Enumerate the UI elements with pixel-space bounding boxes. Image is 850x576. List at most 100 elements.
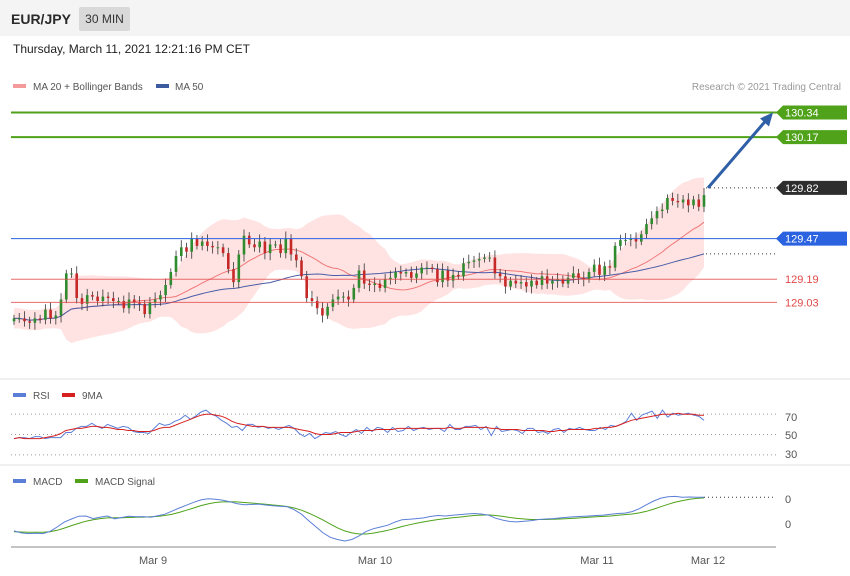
candle-body — [38, 318, 42, 320]
projection-arrowhead — [760, 112, 773, 127]
candle-body — [624, 240, 627, 242]
candle-body — [383, 279, 387, 288]
candle-body — [504, 276, 507, 287]
candle-body — [122, 301, 126, 309]
candle-body — [368, 283, 371, 285]
candle-body — [180, 247, 183, 256]
candle-body — [378, 283, 382, 288]
legend-swatch-ma20 — [13, 84, 26, 88]
resistance-level-label: 130.34 — [785, 107, 819, 119]
chart-header-bar: EUR/JPY 30 MIN — [0, 0, 850, 36]
x-tick-label: Mar 10 — [358, 555, 392, 567]
x-tick-label: Mar 11 — [580, 555, 613, 567]
candle-body — [12, 318, 16, 322]
x-tick-label: Mar 9 — [139, 555, 167, 567]
candle-body — [315, 301, 319, 309]
candle-body — [237, 254, 241, 283]
candle-body — [200, 241, 204, 246]
candle-body — [331, 299, 335, 307]
candle-body — [268, 244, 272, 254]
candle-body — [258, 241, 261, 248]
candle-body — [65, 273, 68, 300]
candle-body — [640, 234, 643, 242]
macd-y-tick: 0 — [785, 494, 791, 506]
resistance-level-tag — [776, 105, 847, 120]
symbol-label: EUR/JPY — [11, 11, 71, 27]
candle-body — [153, 299, 157, 303]
candle-body — [300, 260, 303, 277]
candle-body — [629, 238, 633, 240]
candle-body — [221, 247, 225, 254]
candle-body — [112, 298, 115, 301]
x-tick-label: Mar 12 — [691, 555, 725, 567]
candle-body — [613, 245, 617, 268]
legend-swatch-ma50 — [156, 84, 169, 88]
candle-body — [645, 224, 648, 235]
candle-body — [190, 238, 193, 252]
candle-body — [655, 211, 659, 219]
candle-body — [462, 263, 465, 277]
candle-body — [410, 272, 413, 278]
candle-body — [138, 302, 141, 304]
candle-body — [598, 264, 601, 275]
candle-body — [457, 274, 460, 277]
candle-body — [321, 308, 324, 316]
candle-body — [101, 296, 105, 301]
candle-body — [540, 276, 544, 285]
candle-body — [551, 280, 554, 284]
legend-swatch-macd — [13, 479, 26, 483]
rsi-y-tick: 30 — [785, 449, 797, 461]
candle-body — [132, 299, 136, 303]
candle-body — [650, 218, 653, 225]
candle-body — [85, 295, 89, 304]
projection-arrow-line — [706, 119, 768, 189]
candle-body — [284, 238, 288, 254]
candle-body — [430, 267, 434, 270]
candle-body — [519, 282, 523, 284]
candle-body — [566, 277, 570, 284]
candle-body — [279, 244, 282, 254]
macd-y-tick: 0 — [785, 519, 791, 531]
candle-body — [54, 315, 58, 319]
candle-body — [514, 280, 518, 284]
legend-macd-signal: MACD Signal — [95, 477, 155, 488]
candle-body — [59, 299, 63, 316]
candle-body — [148, 302, 152, 314]
legend-swatch-rsi — [13, 393, 26, 397]
legend-swatch-macd-signal — [75, 479, 88, 483]
support-level-label: 129.19 — [785, 274, 819, 286]
candle-body — [446, 270, 450, 281]
candle-body — [425, 267, 429, 269]
candle-body — [23, 318, 26, 322]
candle-body — [493, 257, 497, 274]
candle-body — [451, 274, 455, 281]
candle-body — [619, 240, 622, 246]
candle-body — [535, 280, 538, 286]
macd-signal-line — [13, 497, 705, 535]
candle-body — [195, 238, 199, 246]
candle-body — [561, 279, 565, 284]
timeframe-button[interactable]: 30 MIN — [79, 7, 130, 31]
legend-macd: MACD — [33, 477, 62, 488]
resistance-level-tag — [776, 130, 847, 145]
rsi-y-tick: 50 — [785, 430, 797, 442]
candle-body — [545, 276, 549, 284]
resistance-level-label: 130.17 — [785, 132, 819, 144]
candle-body — [274, 244, 277, 246]
candle-body — [394, 272, 397, 278]
candle-body — [415, 273, 418, 278]
candle-body — [404, 272, 408, 274]
candle-body — [310, 298, 314, 301]
candle-body — [634, 238, 638, 242]
candle-body — [472, 260, 476, 262]
candle-body — [467, 261, 471, 264]
candle-body — [488, 257, 491, 259]
candle-body — [436, 269, 439, 283]
candle-body — [441, 270, 444, 283]
candle-body — [373, 283, 376, 285]
candle-body — [159, 295, 162, 300]
candle-body — [362, 270, 366, 284]
candle-body — [671, 198, 674, 201]
candle-body — [91, 295, 94, 297]
candle-body — [336, 296, 340, 300]
